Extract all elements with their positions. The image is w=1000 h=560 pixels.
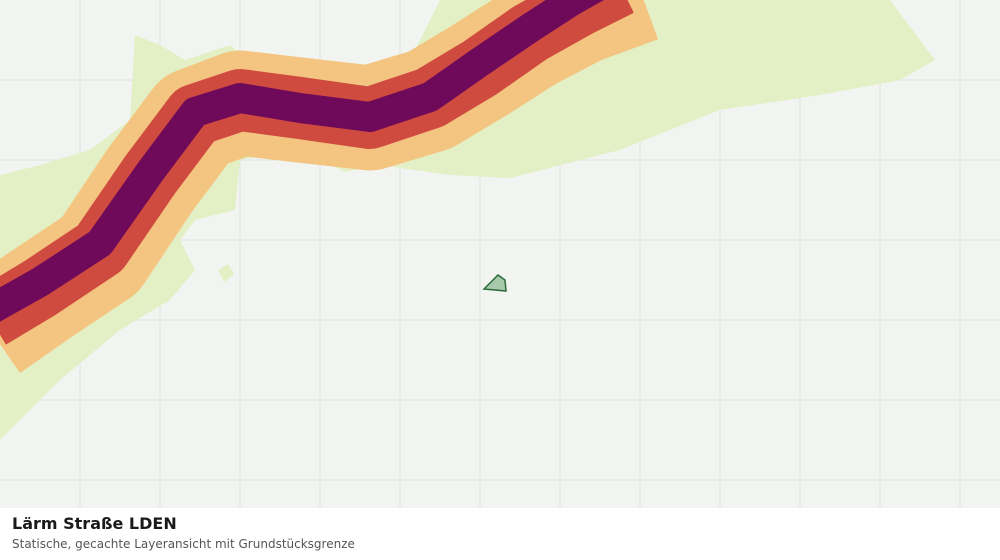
parcel-boundary	[482, 274, 507, 292]
layer-subtitle: Statische, gecachte Layeransicht mit Gru…	[12, 537, 355, 551]
caption: Lärm Straße LDEN Statische, gecachte Lay…	[0, 508, 1000, 560]
road-noise-bands	[0, 0, 659, 374]
map	[0, 0, 1000, 508]
layer-title: Lärm Straße LDEN	[12, 514, 177, 533]
